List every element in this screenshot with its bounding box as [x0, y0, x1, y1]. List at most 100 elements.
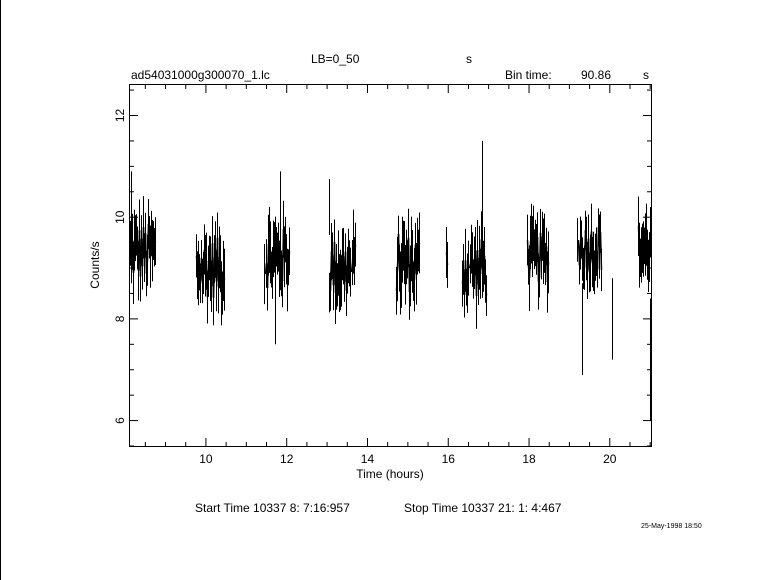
y-tick-label: 12	[113, 109, 127, 123]
data-point	[645, 234, 649, 255]
data-point	[526, 239, 530, 267]
x-tick-label: 12	[280, 452, 294, 466]
y-tick-label: 6	[113, 417, 127, 424]
data-point	[395, 269, 399, 291]
data-point	[287, 251, 291, 268]
data-point	[468, 263, 472, 269]
x-tick-label: 20	[603, 452, 617, 466]
y-tick-label: 8	[113, 315, 127, 322]
data-point	[266, 245, 270, 288]
data-point	[599, 232, 603, 270]
data-point	[328, 290, 332, 294]
data-point	[578, 243, 582, 266]
data-point	[528, 242, 532, 279]
file-name: ad54031000g300070_1.lc	[131, 68, 270, 82]
data-point	[640, 248, 644, 255]
data-point	[648, 232, 652, 258]
data-point	[480, 239, 484, 270]
data-point	[217, 257, 221, 287]
data-point	[445, 252, 449, 265]
x-tick-label: 16	[442, 452, 456, 466]
data-point	[399, 275, 403, 284]
data-point	[337, 263, 341, 284]
data-point	[284, 239, 288, 260]
data-point	[348, 263, 352, 273]
x-axis-label: Time (hours)	[356, 467, 424, 481]
left-frame-line	[0, 0, 1, 580]
data-point	[417, 242, 421, 251]
data-point	[147, 223, 151, 238]
data-point	[341, 253, 345, 257]
x-tick-label: 14	[361, 452, 375, 466]
data-point	[470, 249, 474, 260]
data-point	[279, 266, 283, 274]
data-point	[410, 248, 414, 262]
data-point	[590, 231, 594, 263]
start-time: Start Time 10337 8: 7:16:957	[195, 501, 350, 515]
data-point	[637, 226, 641, 256]
data-point	[195, 255, 199, 276]
data-point	[483, 255, 487, 282]
error-bar-marks	[129, 140, 652, 421]
bin-time-label: Bin time:	[505, 68, 552, 82]
data-point	[347, 255, 351, 264]
bin-time-value: 90.86	[581, 68, 612, 82]
data-point	[212, 258, 216, 298]
data-point	[277, 247, 281, 269]
y-tick-label: 10	[113, 210, 127, 224]
data-point	[133, 237, 137, 241]
data-point	[340, 254, 344, 282]
data-point	[481, 266, 485, 270]
data-point	[415, 246, 419, 274]
data-point	[400, 249, 404, 276]
data-point	[472, 262, 476, 280]
data-point	[580, 239, 584, 260]
y-axis-label: Counts/s	[88, 241, 102, 288]
data-point	[464, 260, 468, 288]
data-point	[537, 277, 541, 282]
x-tick-label: 18	[522, 452, 536, 466]
data-point	[132, 240, 136, 273]
axis-ticks	[130, 85, 651, 447]
data-point	[583, 267, 585, 270]
data-point	[581, 258, 585, 269]
data-point	[587, 238, 591, 273]
data-point	[218, 257, 222, 264]
data-point	[408, 275, 412, 292]
data-point	[536, 237, 540, 282]
data-point	[466, 268, 470, 284]
data-point	[404, 256, 408, 275]
x-tick-label: 10	[199, 452, 213, 466]
data-point	[222, 270, 226, 280]
data-point	[588, 262, 592, 273]
data-point	[345, 270, 349, 291]
data-point	[642, 245, 646, 250]
data-point	[330, 251, 334, 256]
data-point	[196, 272, 200, 276]
data-point	[271, 248, 275, 273]
data-point	[329, 251, 333, 292]
data-point	[402, 245, 406, 253]
data-point	[465, 282, 469, 288]
data-point	[206, 271, 210, 298]
data-point	[647, 256, 651, 266]
data-point	[268, 239, 272, 253]
plot-frame	[129, 84, 652, 447]
data-point	[546, 262, 550, 283]
stop-time: Stop Time 10337 21: 1: 4:467	[404, 501, 562, 515]
data-point	[484, 280, 488, 296]
data-point	[286, 267, 290, 281]
data-point	[411, 261, 415, 282]
date-stamp: 25-May-1998 18:50	[641, 523, 702, 530]
data-point	[135, 234, 139, 248]
data-point	[145, 260, 149, 274]
data-point	[350, 262, 354, 273]
x-tick-labels: 10 12 14 16 18 20	[199, 452, 617, 466]
data-point	[397, 233, 401, 269]
data-point	[584, 230, 588, 249]
selection-label: LB=0_50	[311, 52, 360, 66]
data-point	[153, 241, 157, 248]
bin-time-unit: s	[643, 68, 649, 82]
data-point	[643, 244, 647, 247]
